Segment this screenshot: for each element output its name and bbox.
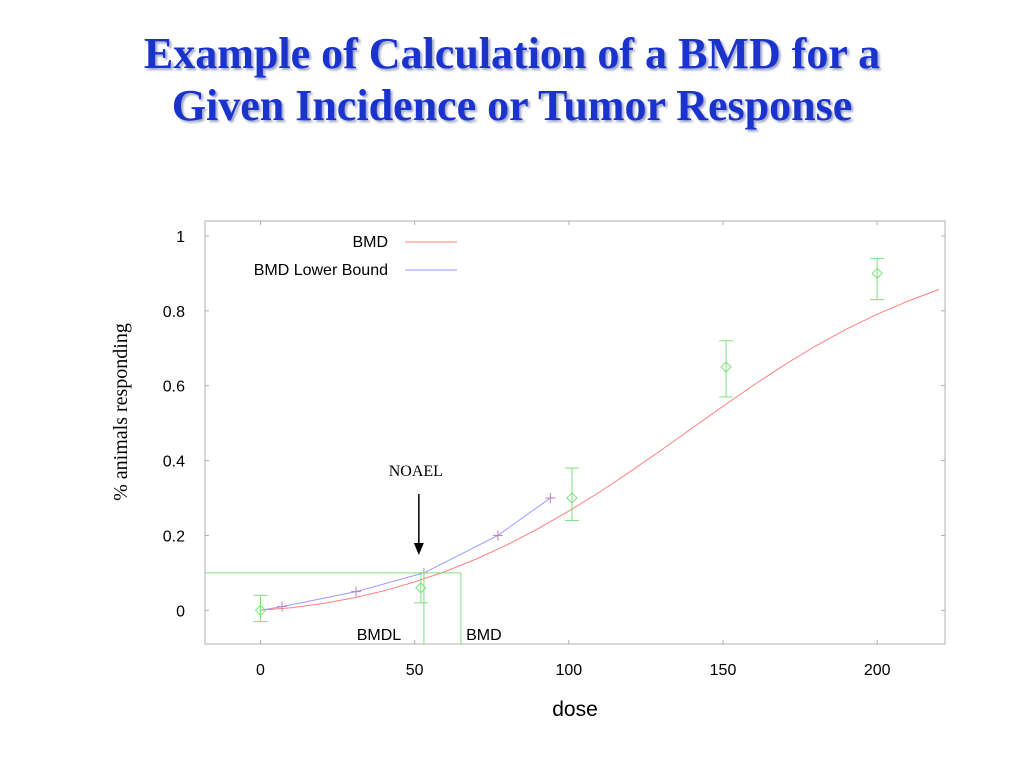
point-diamond [566, 492, 578, 504]
observed-point [413, 572, 428, 604]
legend-label: BMD [352, 234, 388, 251]
legend: BMD BMD Lower Bound [254, 234, 457, 279]
x-axis-title: dose [552, 698, 598, 721]
bmd-curve [260, 289, 939, 611]
observed-point [719, 340, 734, 398]
lower-bound-marker [351, 586, 362, 597]
legend-entry: BMD [352, 234, 457, 251]
noael-arrow-head [413, 543, 424, 555]
x-tick-label: 150 [710, 662, 737, 679]
x-tick-label: 0 [256, 662, 265, 679]
y-tick-label: 0.4 [163, 454, 185, 471]
lower-bound-marker [545, 493, 556, 504]
noael-label: NOAEL [389, 463, 443, 480]
bmd-label: BMD [466, 627, 502, 644]
y-axis-title: % animals responding [110, 323, 132, 501]
y-tick-label: 0.6 [163, 379, 185, 396]
curves [260, 289, 939, 612]
y-tick-label: 1 [176, 229, 185, 246]
plot-frame [204, 220, 946, 645]
x-tick-label: 100 [555, 662, 582, 679]
x-tick-label: 200 [864, 662, 891, 679]
observed-points [253, 257, 885, 623]
bmdl-label: BMDL [357, 627, 402, 644]
slide-title-line-2: Given Incidence or Tumor Response [171, 81, 853, 130]
lower-bound-curve [260, 497, 551, 611]
axis-ticks: 0 50 100 150 200 0 0.2 0.4 0.6 0.8 1 dose % animals … [110, 221, 945, 721]
lower-bound-marker [492, 530, 503, 541]
observed-point [564, 467, 579, 521]
lower-bound-marker [277, 601, 288, 612]
point-diamond [720, 361, 732, 373]
y-tick-label: 0 [176, 603, 185, 620]
point-diamond [254, 604, 267, 617]
legend-label: BMD Lower Bound [254, 262, 388, 279]
plot-border [204, 220, 946, 645]
observed-point [253, 594, 268, 623]
slide-title: Example of Calculation of a BMD for a Gi… [0, 28, 1024, 132]
slide-title-line-1: Example of Calculation of a BMD for a [143, 29, 881, 78]
observed-point [870, 257, 885, 301]
point-diamond [871, 267, 883, 280]
annotations: NOAEL BMDL BMD [205, 463, 502, 644]
y-tick-label: 0.8 [163, 304, 185, 321]
x-tick-label: 50 [406, 662, 424, 679]
y-tick-label: 0.2 [163, 528, 185, 545]
legend-entry: BMD Lower Bound [254, 262, 457, 279]
